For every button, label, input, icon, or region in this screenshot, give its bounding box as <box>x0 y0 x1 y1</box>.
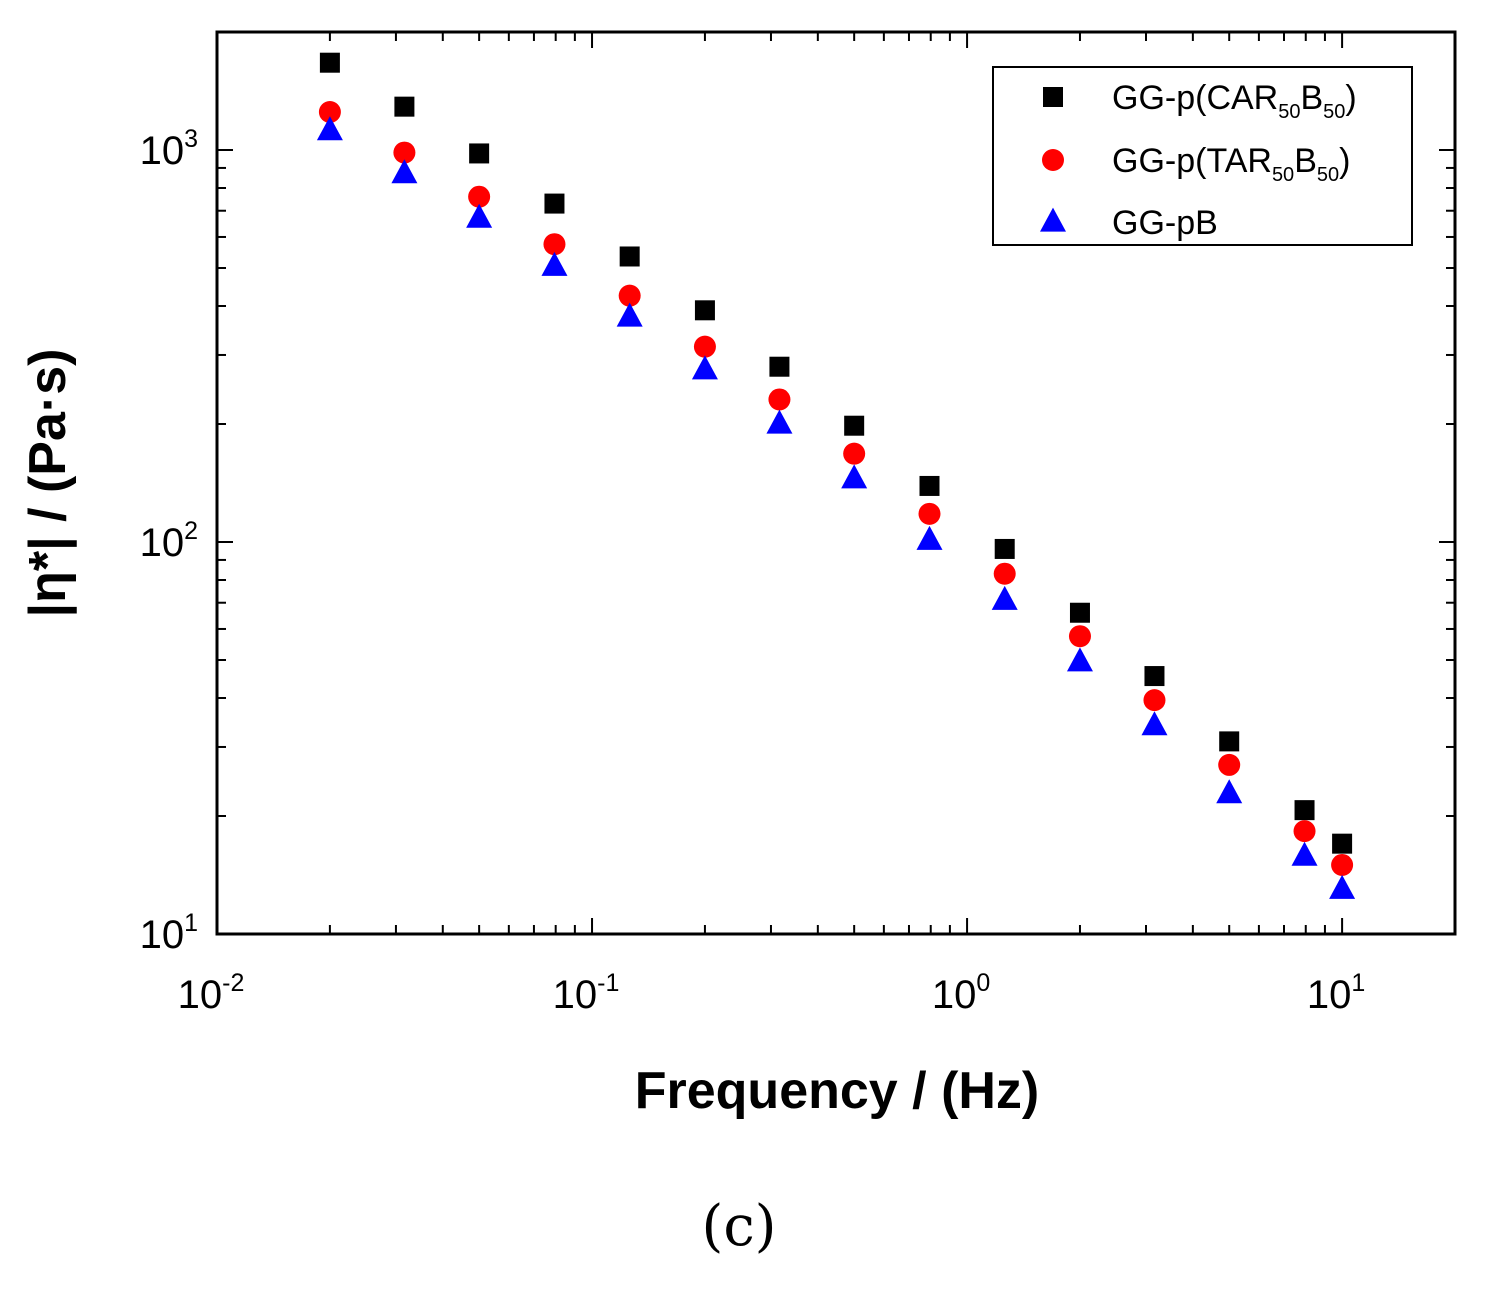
series-layer <box>316 52 1356 899</box>
legend-marker <box>1040 207 1066 232</box>
data-point <box>541 251 568 276</box>
y-tick-exp: 3 <box>184 125 198 153</box>
legend-label: GG-pB <box>1112 204 1218 242</box>
data-point <box>618 284 641 307</box>
data-point <box>466 203 493 228</box>
data-point <box>544 193 565 214</box>
y-tick-label: 101 <box>140 909 198 957</box>
x-tick-exp: -1 <box>597 969 619 997</box>
data-point <box>844 415 865 436</box>
y-tick-base: 10 <box>140 913 185 957</box>
legend-entry: GG-pB <box>1040 204 1218 242</box>
data-point <box>916 525 943 550</box>
plot-frame <box>215 30 1457 936</box>
data-point <box>1143 689 1166 712</box>
x-tick-base: 10 <box>553 973 598 1017</box>
data-point <box>1332 833 1353 854</box>
y-axis-title: |η*| / (Pa·s) <box>19 349 77 618</box>
data-point <box>391 159 418 184</box>
data-point <box>918 502 941 525</box>
data-point <box>616 302 643 327</box>
data-point <box>543 233 566 256</box>
x-tick-exp: 0 <box>976 969 990 997</box>
legend-marker <box>1042 149 1064 171</box>
data-point <box>619 246 640 267</box>
data-point <box>1141 711 1168 736</box>
x-tick-exp: 1 <box>1351 969 1365 997</box>
data-point <box>1291 841 1318 866</box>
data-point <box>766 409 793 434</box>
series-3 <box>316 116 1356 899</box>
data-point <box>1066 647 1093 672</box>
legend: GG-p(CAR50B50) GG-p(TAR50B50) GG-pB <box>992 66 1413 246</box>
x-tick-base: 10 <box>178 973 223 1017</box>
data-point <box>993 562 1016 585</box>
data-point <box>316 116 343 141</box>
legend-label: GG-p(CAR50B50) <box>1112 79 1357 123</box>
data-point <box>693 335 716 358</box>
data-point <box>1293 820 1316 843</box>
x-tick-label: 101 <box>1307 969 1365 1017</box>
data-point <box>1144 666 1165 687</box>
data-point <box>1068 625 1091 648</box>
data-point <box>1329 874 1356 899</box>
data-point <box>393 141 416 164</box>
y-tick-base: 10 <box>140 129 185 173</box>
x-tick-exp: -2 <box>222 969 244 997</box>
data-point <box>768 388 791 411</box>
data-point <box>841 464 868 489</box>
data-point <box>994 538 1015 559</box>
data-point <box>1219 731 1240 752</box>
series-2 <box>318 101 1354 876</box>
legend-marker <box>1043 87 1063 107</box>
legend-entry: GG-p(CAR50B50) <box>1043 79 1357 123</box>
x-axis-title: Frequency / (Hz) <box>635 1062 1040 1120</box>
data-point <box>691 355 718 380</box>
x-tick-label: 10-2 <box>178 969 245 1017</box>
legend-label: GG-p(TAR50B50) <box>1112 142 1350 186</box>
y-tick-exp: 1 <box>184 909 198 937</box>
data-point <box>318 101 341 124</box>
data-point <box>469 143 490 164</box>
data-point <box>1218 753 1241 776</box>
data-point <box>991 585 1018 610</box>
data-point <box>468 185 491 208</box>
data-point <box>319 52 340 73</box>
data-point <box>1331 853 1354 876</box>
data-point <box>1294 800 1315 821</box>
y-tick-label: 102 <box>140 517 198 565</box>
data-point <box>1216 779 1243 804</box>
x-tick-base: 10 <box>1307 973 1352 1017</box>
x-tick-label: 10-1 <box>553 969 620 1017</box>
x-tick-base: 10 <box>932 973 977 1017</box>
y-tick-label: 103 <box>140 125 198 173</box>
data-point <box>769 356 790 377</box>
data-point <box>694 300 715 321</box>
x-tick-labels: 10-2 10-1 100 101 <box>178 969 1366 1017</box>
y-tick-exp: 2 <box>184 517 198 545</box>
data-point <box>843 442 866 465</box>
x-tick-label: 100 <box>932 969 990 1017</box>
legend-entry: GG-p(TAR50B50) <box>1042 142 1350 186</box>
data-point <box>394 96 415 117</box>
data-point <box>1069 602 1090 623</box>
y-tick-base: 10 <box>140 521 185 565</box>
panel-label: (c) <box>701 1194 776 1259</box>
data-point <box>919 475 940 496</box>
series-1 <box>319 52 1353 854</box>
